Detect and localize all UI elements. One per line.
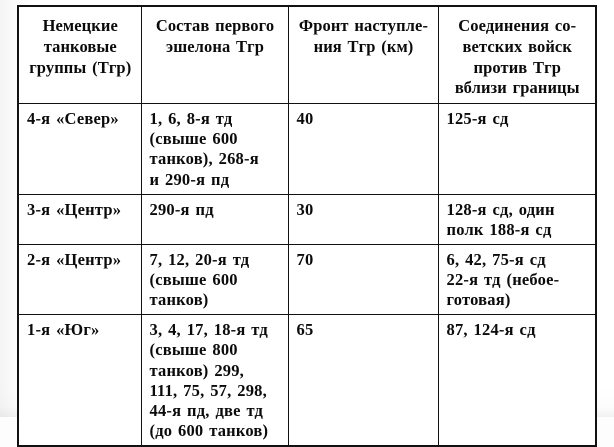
cell-line: (свыше 800 [149, 340, 238, 360]
cell-composition: 3, 4, 17, 18-я тд (свыше 800 танков) 299… [140, 314, 289, 447]
panzer-groups-table: Немецкие танковые группы (Тгр) Состав пе… [17, 5, 597, 447]
header-line: Состав первого [155, 16, 275, 35]
cell-line: 70 [296, 249, 314, 269]
cell-line: 125-я сд [446, 109, 509, 129]
cell-frontage: 70 [287, 243, 439, 316]
cell-line: танков), 268-я [149, 149, 259, 169]
cell-composition: 7, 12, 20-я тд (свыше 600 танков) [140, 243, 289, 316]
header-line: ветских войск [462, 36, 572, 56]
cell-line: 4-я «Север» [27, 109, 119, 129]
table-container: Немецкие танковые группы (Тгр) Состав пе… [17, 5, 597, 447]
cell-line: 111, 75, 57, 298, [149, 380, 267, 400]
header-line: эшелона Тгр [165, 36, 265, 56]
header-row: Немецкие танковые группы (Тгр) Состав пе… [17, 5, 597, 105]
cell-line: 128-я сд, один [446, 199, 555, 219]
cell-soviet-formations: 128-я сд, один полк 188-я сд [437, 193, 597, 245]
header-line: группы (Тгр) [29, 57, 132, 77]
cell-frontage: 40 [287, 103, 439, 195]
cell-line: и 290-я пд [149, 169, 230, 189]
cell-soviet-formations: 125-я сд [437, 103, 597, 195]
column-header-first-echelon-composition: Состав первого эшелона Тгр [140, 5, 289, 105]
cell-line: полк 188-я сд [446, 219, 552, 239]
header-line: Немецкие [42, 16, 118, 35]
header-line: против Тгр [473, 57, 562, 77]
header-line: Фронт наступле- [298, 16, 429, 35]
table-row: 1-я «Юг» 3, 4, 17, 18-я тд (свыше 800 та… [17, 314, 597, 447]
cell-line: (свыше 600 [149, 129, 238, 149]
cell-line: 1, 6, 8-я тд [149, 109, 233, 129]
cell-group: 3-я «Центр» [17, 193, 142, 245]
cell-line: 87, 124-я сд [446, 320, 536, 340]
cell-group: 2-я «Центр» [17, 243, 142, 316]
column-header-soviet-formations: Соединения со- ветских войск против Тгр … [437, 5, 597, 105]
table-header: Немецкие танковые группы (Тгр) Состав пе… [17, 5, 597, 105]
table-body: 4-я «Север» 1, 6, 8-я тд (свыше 600 танк… [17, 103, 597, 447]
cell-line: 30 [296, 199, 314, 219]
cell-soviet-formations: 6, 42, 75-я сд 22-я тд (небое- готовая) [437, 243, 597, 316]
cell-frontage: 65 [287, 314, 439, 447]
cell-line: 290-я пд [149, 199, 214, 219]
cell-line: (свыше 600 [149, 270, 238, 289]
cell-line: 44-я пд, две тд [149, 400, 264, 420]
cell-line: 7, 12, 20-я тд [149, 249, 250, 269]
header-line: ния Тгр (км) [313, 36, 414, 56]
cell-line: 22-я тд (небое- [446, 270, 560, 289]
table-row: 3-я «Центр» 290-я пд 30 128-я сд, один п… [17, 193, 597, 245]
header-line: вблизи границы [454, 78, 580, 98]
column-header-german-panzer-groups: Немецкие танковые группы (Тгр) [17, 5, 142, 105]
cell-group: 1-я «Юг» [17, 314, 142, 447]
cell-line: готовая) [446, 290, 511, 310]
header-line: танковые [43, 36, 117, 56]
cell-line: 1-я «Юг» [27, 320, 100, 340]
cell-line: (до 600 танков) [149, 420, 269, 440]
cell-line: танков) 299, [149, 360, 244, 380]
cell-line: 3-я «Центр» [27, 199, 122, 219]
table-row: 2-я «Центр» 7, 12, 20-я тд (свыше 600 та… [17, 243, 597, 316]
cell-line: 6, 42, 75-я сд [446, 249, 546, 269]
table-row: 4-я «Север» 1, 6, 8-я тд (свыше 600 танк… [17, 103, 597, 195]
cell-composition: 290-я пд [140, 193, 289, 245]
cell-composition: 1, 6, 8-я тд (свыше 600 танков), 268-я и… [140, 103, 289, 195]
cell-group: 4-я «Север» [17, 103, 142, 195]
cell-line: 2-я «Центр» [27, 249, 122, 269]
header-line: Соединения со- [458, 16, 577, 35]
cell-line: 65 [296, 320, 314, 340]
column-header-advance-frontage: Фронт наступле- ния Тгр (км) [287, 5, 439, 105]
cell-line: 3, 4, 17, 18-я тд [149, 320, 268, 340]
cell-line: танков) [149, 290, 209, 310]
cell-frontage: 30 [287, 193, 439, 245]
cell-soviet-formations: 87, 124-я сд [437, 314, 597, 447]
cell-line: 40 [296, 109, 314, 129]
